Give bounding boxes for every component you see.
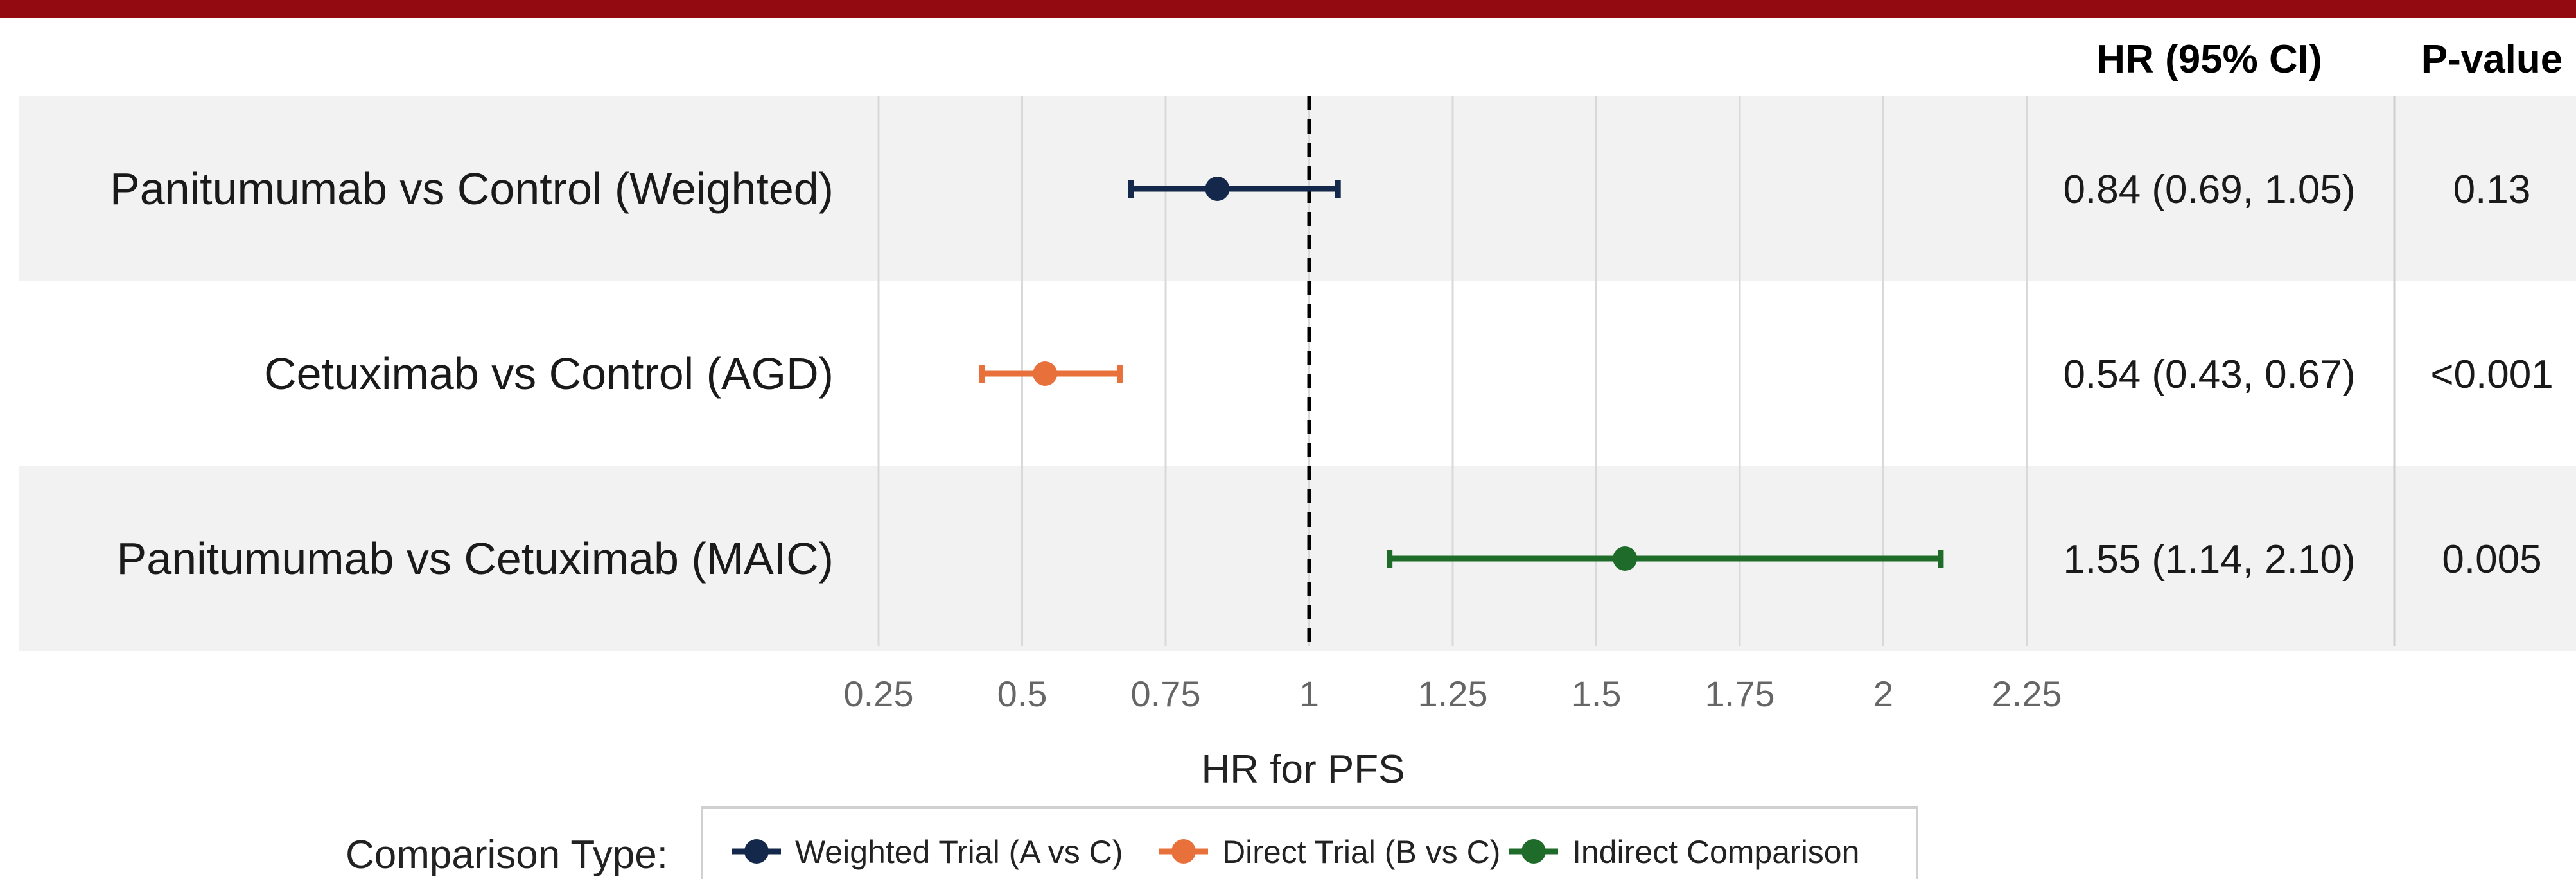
x-tick-label: 1 — [1299, 674, 1319, 714]
x-axis-ticks: 0.25 0.5 0.75 1 1.25 1.5 1.75 2 2.25 — [844, 674, 2062, 714]
x-tick-label: 1.5 — [1572, 674, 1622, 714]
row-labels: Panitumumab vs Control (Weighted) Cetuxim… — [110, 164, 834, 584]
p-value: 0.13 — [2453, 168, 2531, 212]
legend: Comparison Type: Weighted Trial (A vs C)… — [346, 806, 1918, 879]
p-value-column-header: P-value — [2421, 37, 2563, 82]
legend-entry-label: Indirect Comparison — [1572, 834, 1859, 870]
p-value: 0.005 — [2442, 537, 2541, 582]
hr-point — [1033, 361, 1058, 386]
row-band — [19, 466, 2576, 651]
legend-entry-label: Weighted Trial (A vs C) — [795, 834, 1123, 870]
plot-marks — [979, 177, 1944, 571]
legend-entry-label: Direct Trial (B vs C) — [1222, 834, 1500, 870]
hr-point — [1205, 177, 1230, 201]
hr-ci-value: 1.55 (1.14, 2.10) — [2063, 537, 2356, 582]
legend-title: Comparison Type: — [346, 833, 668, 877]
x-tick-label: 0.5 — [997, 674, 1047, 714]
row-label: Cetuximab vs Control (AGD) — [264, 349, 834, 399]
x-tick-label: 2 — [1873, 674, 1893, 714]
row-label: Panitumumab vs Control (Weighted) — [110, 164, 834, 214]
x-tick-label: 0.75 — [1131, 674, 1201, 714]
x-tick-label: 1.25 — [1418, 674, 1488, 714]
results-table: HR (95% CI) P-value 0.84 (0.69, 1.05) 0.1… — [2063, 37, 2563, 582]
hr-ci-value: 0.54 (0.43, 0.67) — [2063, 352, 2356, 397]
x-axis-label: HR for PFS — [1202, 747, 1405, 792]
p-value: <0.001 — [2430, 352, 2553, 397]
header-bar — [0, 0, 2576, 18]
x-tick-label: 2.25 — [1992, 674, 2062, 714]
legend-swatch-dot — [1521, 839, 1546, 864]
hr-column-header: HR (95% CI) — [2096, 37, 2322, 82]
row-label: Panitumumab vs Cetuximab (MAIC) — [117, 534, 834, 584]
hr-point — [1613, 546, 1638, 571]
hr-ci-value: 0.84 (0.69, 1.05) — [2063, 168, 2356, 212]
x-tick-label: 1.75 — [1705, 674, 1775, 714]
x-tick-label: 0.25 — [844, 674, 914, 714]
legend-swatch-dot — [744, 839, 769, 864]
legend-box — [701, 806, 1918, 879]
legend-swatch-dot — [1171, 839, 1196, 864]
